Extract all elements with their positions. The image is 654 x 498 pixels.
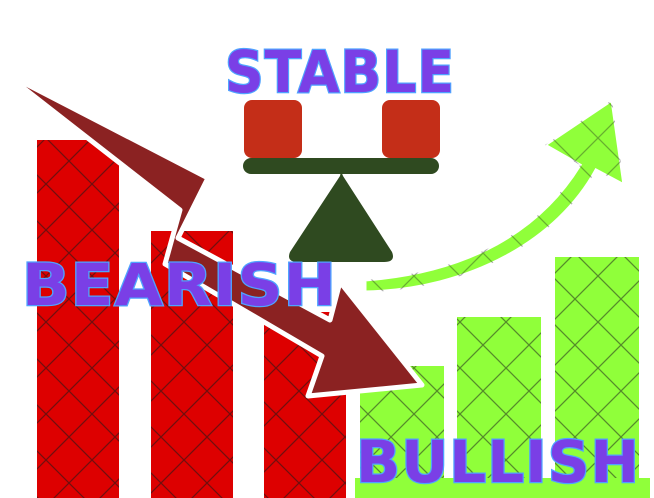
scale-fulcrum [289, 173, 393, 262]
bearish-label: BEARISH [22, 251, 337, 319]
down-trend-arrow-icon [0, 69, 425, 399]
scale-right-block [382, 100, 440, 158]
stable-label: STABLE [225, 38, 455, 106]
scale-left-block [244, 100, 302, 158]
bullish-label: BULLISH [356, 428, 640, 496]
balance-scale-icon [243, 100, 440, 262]
scale-beam [243, 158, 439, 174]
bullish-bars [355, 257, 650, 498]
bull-base-strip [355, 478, 650, 498]
up-trend-arrow-icon [363, 97, 626, 294]
